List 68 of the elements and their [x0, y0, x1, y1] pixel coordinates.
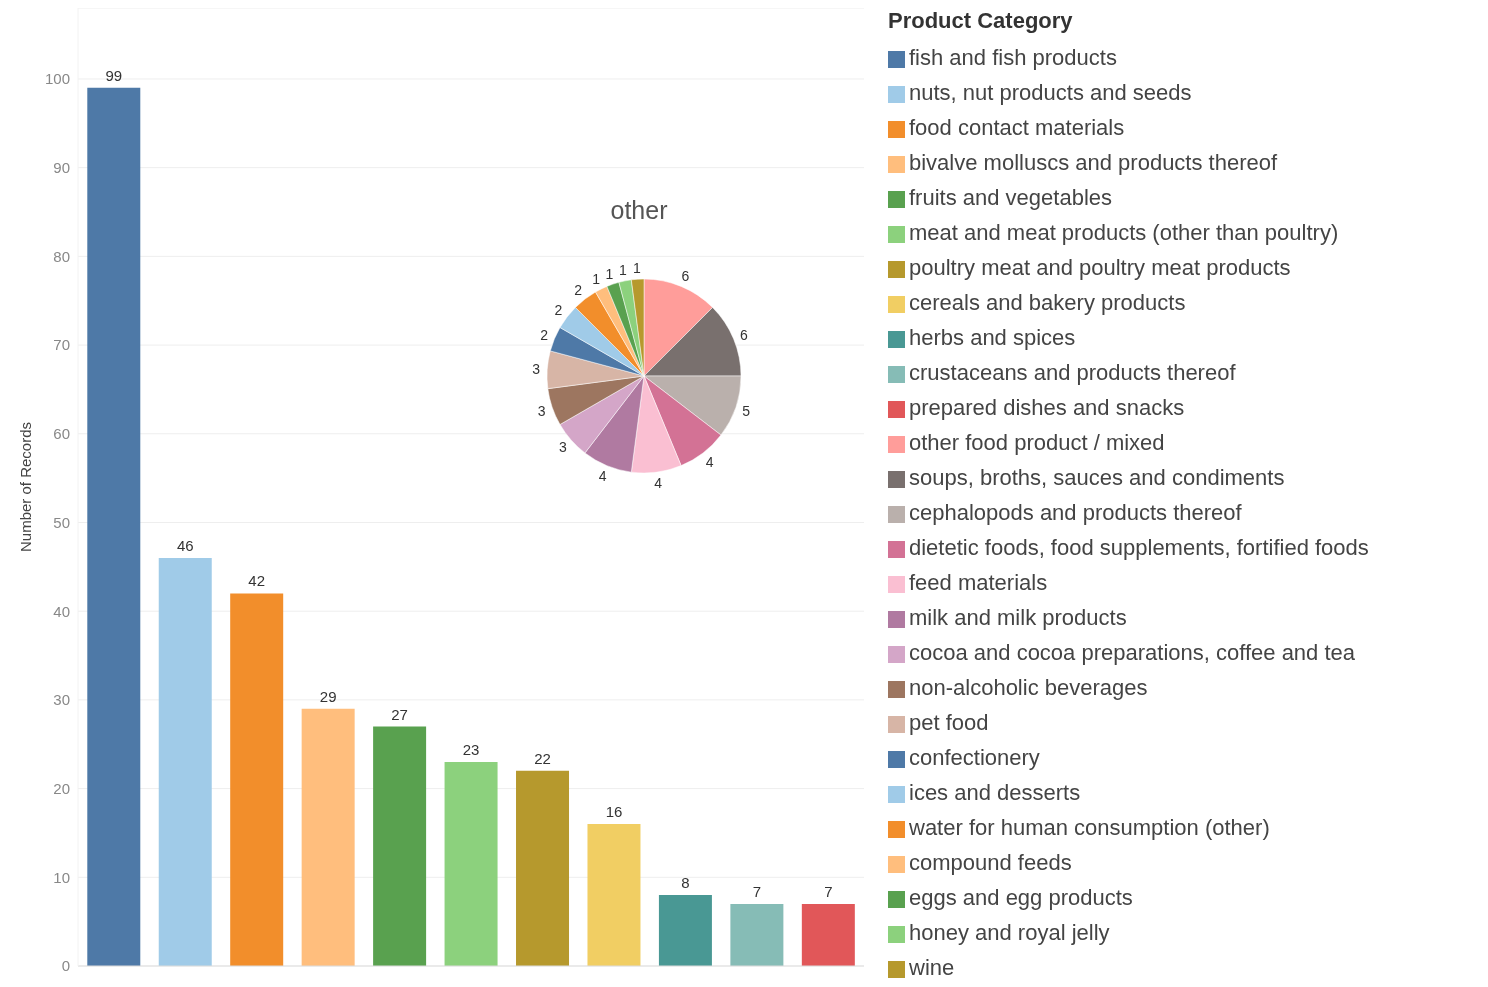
y-tick-label: 90	[53, 158, 70, 176]
legend-label: herbs and spices	[909, 325, 1076, 350]
y-tick-label: 30	[53, 691, 70, 709]
y-tick-label: 40	[53, 602, 70, 620]
y-tick-label: 70	[53, 336, 70, 354]
data-label: 8	[681, 874, 690, 892]
legend-title: Product Category	[888, 8, 1073, 34]
data-label: 46	[176, 536, 194, 554]
data-label: 42	[248, 572, 266, 590]
data-label: 1	[633, 260, 642, 277]
legend-label: food contact materials	[909, 115, 1125, 140]
data-label: 22	[534, 749, 551, 767]
legend-label: cocoa and cocoa preparations, coffee and tea	[909, 640, 1356, 665]
legend-label: bivalve molluscs and products thereof	[909, 150, 1278, 175]
y-tick-label: 100	[44, 70, 70, 88]
y-tick-label: 20	[53, 779, 70, 797]
data-label: 3	[558, 439, 567, 456]
data-label: 1	[619, 262, 628, 279]
data-label: 6	[739, 326, 748, 343]
y-tick-label: 80	[53, 247, 70, 265]
y-tick-label: 0	[61, 957, 70, 975]
data-label: 27	[391, 705, 408, 723]
legend-label: eggs and egg products	[909, 885, 1133, 910]
data-label: 29	[319, 687, 337, 705]
legend-label: water for human consumption (other)	[909, 815, 1270, 840]
legend-label: milk and milk products	[909, 605, 1127, 630]
data-label: 7	[752, 882, 762, 900]
legend-label: cephalopods and products thereof	[909, 500, 1242, 525]
legend-label: fish and fish products	[909, 45, 1117, 70]
legend-label: dietetic foods, food supplements, fortified foods	[909, 535, 1369, 560]
legend-label: prepared dishes and snacks	[909, 395, 1185, 420]
data-label: 16	[605, 803, 623, 821]
legend-label: fruits and vegetables	[909, 185, 1113, 210]
legend-label: poultry meat and poultry meat products	[909, 255, 1291, 280]
legend-label: meat and meat products (other than poultry)	[909, 220, 1339, 245]
legend-label: non-alcoholic beverages	[909, 675, 1148, 700]
data-label: 5	[742, 402, 751, 419]
y-tick-label: 60	[53, 425, 70, 443]
data-label: 3	[537, 402, 546, 419]
y-tick-label: 10	[53, 868, 70, 886]
data-label: 1	[605, 265, 614, 282]
data-label: 6	[681, 268, 690, 285]
legend-label: confectionery	[909, 745, 1040, 770]
legend-label: honey and royal jelly	[909, 920, 1110, 945]
data-label: 23	[462, 740, 480, 758]
legend-label: soups, broths, sauces and condiments	[909, 465, 1285, 490]
legend-label: wine	[909, 955, 955, 980]
chart-title: other	[609, 196, 669, 225]
data-label: 2	[574, 282, 583, 299]
legend-label: other food product / mixed	[909, 430, 1165, 455]
legend-label: cereals and bakery products	[909, 290, 1186, 315]
legend-label: crustaceans and products thereof	[909, 360, 1236, 385]
legend-label: ices and desserts	[909, 780, 1081, 805]
data-label: 2	[540, 326, 549, 343]
data-label: 4	[654, 475, 663, 492]
legend-label: nuts, nut products and seeds	[909, 80, 1192, 105]
data-label: 2	[554, 302, 563, 319]
legend-label: feed materials	[909, 570, 1048, 595]
data-label: 1	[592, 271, 601, 288]
legend-label: compound feeds	[909, 850, 1072, 875]
y-axis-title: Number of Records	[17, 421, 35, 553]
legend-label: pet food	[909, 710, 989, 735]
data-label: 4	[705, 453, 714, 470]
data-label: 3	[532, 360, 541, 377]
y-tick-label: 50	[53, 513, 70, 531]
data-label: 7	[824, 882, 833, 900]
data-label: 4	[598, 467, 607, 484]
data-label: 99	[105, 66, 123, 84]
